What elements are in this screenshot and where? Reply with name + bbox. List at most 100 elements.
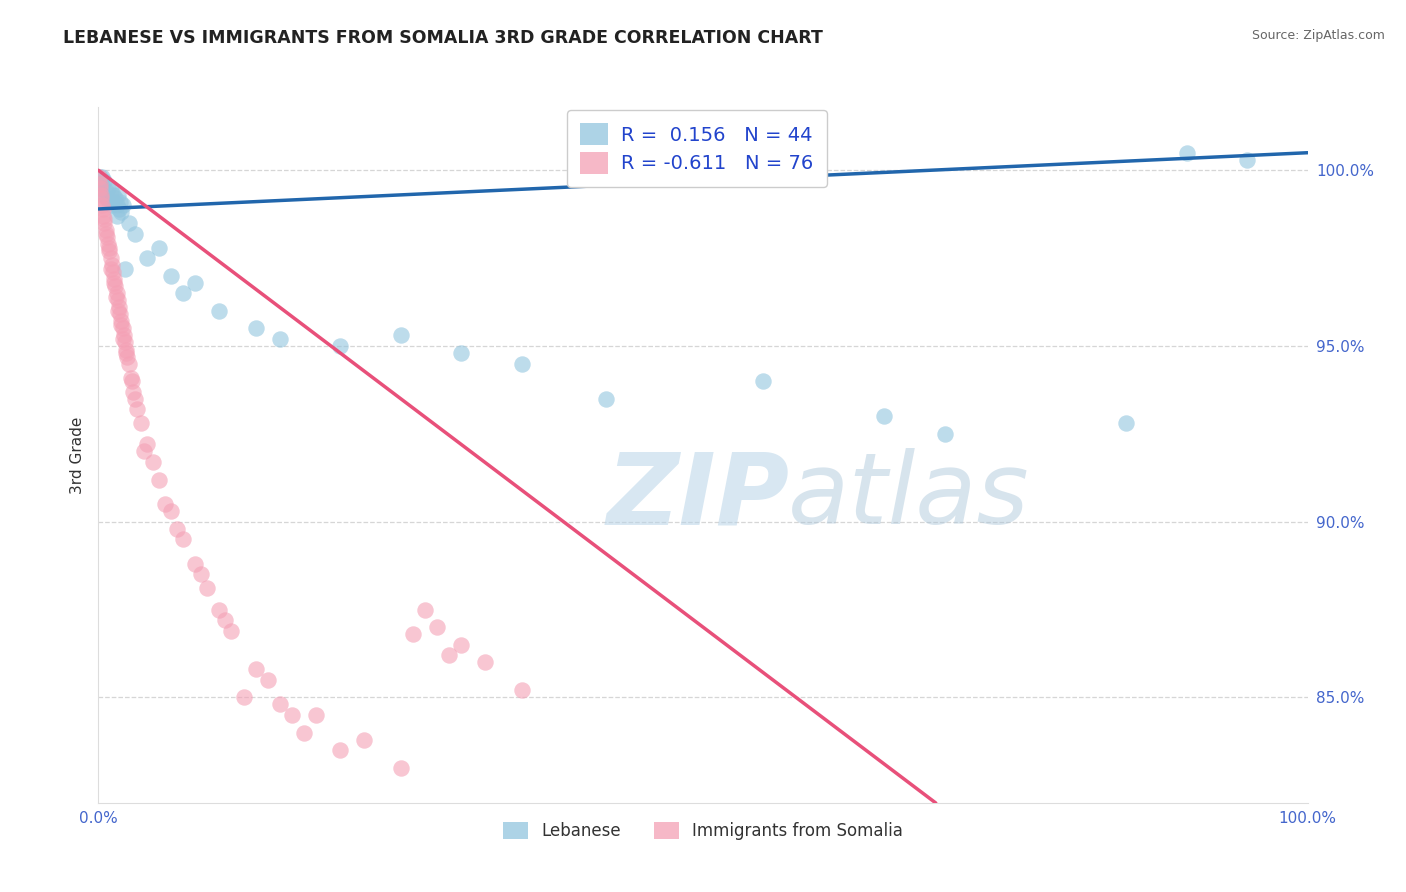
Point — [135, 437, 157, 451]
Point — [1175, 145, 1198, 160]
Point — [98, 244, 121, 259]
Point — [107, 293, 129, 308]
Point — [160, 504, 183, 518]
Point — [184, 276, 207, 290]
Point — [172, 533, 194, 547]
Point — [426, 620, 449, 634]
Point — [142, 455, 165, 469]
Point — [118, 216, 141, 230]
Point — [110, 314, 132, 328]
Point — [114, 335, 136, 350]
Point — [110, 205, 132, 219]
Point — [107, 187, 129, 202]
Point — [112, 332, 135, 346]
Point — [353, 732, 375, 747]
Point — [129, 417, 152, 431]
Point — [214, 613, 236, 627]
Point — [510, 683, 533, 698]
Point — [90, 187, 112, 202]
Text: ZIP: ZIP — [606, 448, 789, 545]
Point — [111, 198, 134, 212]
Point — [89, 181, 111, 195]
Point — [97, 237, 120, 252]
Point — [450, 638, 472, 652]
Point — [108, 202, 131, 216]
Point — [305, 708, 328, 723]
Point — [269, 332, 291, 346]
Point — [124, 227, 146, 241]
Point — [100, 261, 122, 276]
Point — [292, 725, 315, 739]
Point — [752, 374, 775, 388]
Point — [105, 209, 128, 223]
Point — [115, 343, 138, 357]
Point — [100, 198, 122, 212]
Point — [221, 624, 243, 638]
Point — [101, 265, 124, 279]
Point — [108, 301, 131, 315]
Point — [934, 426, 956, 441]
Point — [208, 602, 231, 616]
Point — [104, 191, 127, 205]
Point — [120, 370, 142, 384]
Point — [281, 708, 304, 723]
Point — [94, 223, 117, 237]
Point — [100, 185, 122, 199]
Point — [172, 286, 194, 301]
Point — [148, 473, 170, 487]
Point — [160, 268, 183, 283]
Point — [100, 251, 122, 265]
Point — [96, 230, 118, 244]
Point — [100, 258, 122, 272]
Point — [127, 402, 149, 417]
Point — [450, 346, 472, 360]
Point — [1115, 417, 1137, 431]
Point — [110, 318, 132, 332]
Point — [124, 392, 146, 406]
Point — [108, 307, 131, 321]
Point — [329, 339, 352, 353]
Point — [93, 174, 115, 188]
Point — [97, 181, 120, 195]
Point — [256, 673, 278, 687]
Point — [135, 251, 157, 265]
Point — [103, 276, 125, 290]
Point — [89, 178, 111, 192]
Y-axis label: 3rd Grade: 3rd Grade — [69, 417, 84, 493]
Point — [245, 662, 267, 676]
Point — [1236, 153, 1258, 167]
Point — [195, 582, 218, 596]
Point — [96, 191, 118, 205]
Text: Source: ZipAtlas.com: Source: ZipAtlas.com — [1251, 29, 1385, 42]
Point — [389, 761, 412, 775]
Point — [190, 567, 212, 582]
Point — [329, 743, 352, 757]
Point — [91, 187, 114, 202]
Point — [148, 241, 170, 255]
Point — [389, 328, 412, 343]
Text: LEBANESE VS IMMIGRANTS FROM SOMALIA 3RD GRADE CORRELATION CHART: LEBANESE VS IMMIGRANTS FROM SOMALIA 3RD … — [63, 29, 823, 46]
Text: atlas: atlas — [787, 448, 1029, 545]
Point — [245, 321, 267, 335]
Point — [114, 261, 136, 276]
Legend: Lebanese, Immigrants from Somalia: Lebanese, Immigrants from Somalia — [496, 815, 910, 847]
Point — [94, 185, 117, 199]
Point — [87, 170, 110, 185]
Point — [98, 194, 121, 209]
Point — [90, 181, 112, 195]
Point — [437, 648, 460, 663]
Point — [117, 350, 139, 364]
Point — [208, 303, 231, 318]
Point — [89, 170, 111, 185]
Point — [91, 209, 114, 223]
Point — [105, 286, 128, 301]
Point — [269, 698, 291, 712]
Point — [103, 194, 125, 209]
Point — [122, 384, 145, 399]
Point — [107, 303, 129, 318]
Point — [510, 357, 533, 371]
Point — [104, 290, 127, 304]
Point — [108, 194, 131, 209]
Point — [103, 272, 125, 286]
Point — [134, 444, 156, 458]
